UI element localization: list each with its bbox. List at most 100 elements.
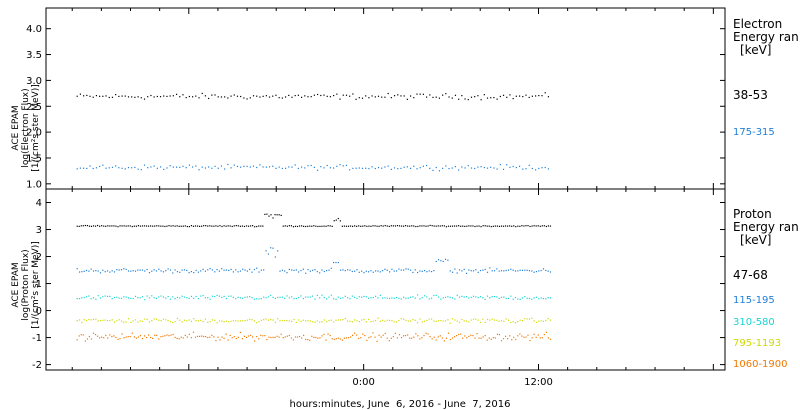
- proton-data-point: [170, 334, 172, 336]
- proton-data-point: [362, 225, 364, 227]
- proton-data-point: [192, 331, 195, 333]
- proton-data-point: [337, 296, 339, 298]
- proton-data-point: [447, 225, 450, 227]
- proton-data-point: [186, 225, 188, 228]
- electron-data-point: [79, 167, 82, 169]
- proton-data-point: [214, 296, 216, 298]
- proton-data-point: [217, 336, 219, 338]
- proton-data-point: [319, 297, 321, 299]
- proton-data-point: [392, 225, 394, 227]
- proton-data-point: [118, 269, 120, 271]
- proton-data-point: [414, 319, 416, 321]
- proton-data-point: [247, 225, 250, 227]
- electron-data-point: [477, 95, 479, 97]
- electron-data-point: [461, 95, 463, 97]
- proton-data-point: [218, 270, 221, 272]
- electron-data-point: [169, 165, 171, 167]
- proton-data-point: [78, 225, 80, 227]
- proton-data-point: [172, 333, 174, 336]
- proton-data-point: [402, 318, 405, 320]
- proton-data-point: [445, 337, 448, 339]
- proton-data-point: [415, 225, 417, 228]
- electron-data-point: [79, 93, 82, 95]
- proton-data-point: [482, 269, 484, 271]
- electron-data-point: [236, 95, 239, 97]
- proton-data-point: [190, 320, 193, 322]
- proton-data-point: [84, 340, 86, 342]
- electron-data-point: [246, 98, 248, 100]
- proton-data-point: [213, 336, 215, 338]
- proton-data-point: [186, 336, 188, 338]
- proton-data-point: [349, 225, 352, 227]
- electron-data-point: [541, 167, 543, 169]
- proton-data-point: [241, 338, 244, 340]
- proton-data-point: [167, 320, 169, 322]
- proton-data-point: [111, 335, 113, 338]
- proton-data-point: [513, 225, 515, 227]
- proton-data-point: [167, 268, 169, 270]
- proton-data-point: [372, 271, 374, 273]
- proton-data-point: [217, 225, 219, 227]
- proton-data-point: [311, 335, 313, 337]
- proton-data-point: [144, 270, 146, 272]
- proton-data-point: [430, 297, 433, 299]
- proton-data-point: [370, 225, 372, 227]
- electron-data-point: [281, 167, 283, 170]
- proton-data-point: [179, 319, 181, 321]
- proton-data-point: [486, 225, 488, 227]
- proton-data-point: [437, 296, 440, 298]
- proton-data-point: [295, 269, 297, 271]
- proton-data-point: [384, 224, 386, 227]
- proton-data-point: [366, 339, 368, 342]
- proton-data-point: [472, 318, 475, 320]
- proton-data-point: [155, 270, 158, 272]
- electron-data-point: [422, 165, 425, 167]
- proton-data-point: [85, 269, 88, 272]
- proton-data-point: [409, 296, 412, 298]
- proton-data-point: [454, 298, 456, 300]
- electron-y-tick-label: 2.0: [26, 128, 42, 139]
- proton-data-point: [298, 271, 300, 273]
- proton-data-point: [423, 320, 426, 322]
- electron-legend-subtitle: Energy ran: [733, 30, 799, 44]
- proton-data-point: [462, 225, 464, 227]
- proton-data-point: [472, 334, 474, 337]
- proton-data-point: [405, 268, 407, 270]
- proton-data-point: [361, 319, 363, 321]
- proton-data-point: [510, 268, 512, 270]
- proton-data-point: [341, 339, 343, 341]
- proton-data-point: [468, 269, 470, 271]
- proton-data-point: [239, 331, 241, 334]
- proton-data-point: [90, 319, 92, 321]
- proton-data-point: [514, 270, 517, 272]
- proton-data-point: [531, 337, 533, 339]
- proton-data-point: [265, 318, 267, 320]
- proton-data-point: [439, 225, 441, 227]
- proton-data-point: [449, 225, 452, 227]
- proton-data-point: [307, 225, 309, 227]
- proton-data-point: [339, 338, 341, 340]
- proton-data-point: [88, 225, 91, 227]
- proton-data-point: [400, 225, 403, 227]
- proton-data-point: [526, 269, 528, 271]
- electron-data-point: [432, 169, 434, 172]
- proton-data-point: [479, 269, 482, 272]
- proton-data-point: [470, 334, 472, 336]
- proton-data-point: [386, 319, 388, 321]
- proton-data-point: [498, 270, 500, 272]
- proton-data-point: [225, 333, 227, 335]
- proton-data-point: [384, 332, 386, 334]
- proton-data-point: [492, 337, 494, 339]
- electron-plot-frame: [45, 7, 726, 190]
- proton-data-point: [296, 336, 299, 338]
- proton-data-point: [335, 219, 337, 221]
- electron-data-point: [150, 166, 152, 168]
- electron-data-point: [547, 96, 550, 98]
- proton-y-tick-label: 4: [36, 198, 42, 209]
- proton-data-point: [291, 269, 293, 271]
- proton-data-point: [109, 320, 111, 322]
- proton-data-point: [388, 340, 390, 342]
- proton-data-point: [292, 339, 295, 341]
- electron-data-point: [262, 95, 264, 97]
- electron-data-point: [518, 165, 521, 167]
